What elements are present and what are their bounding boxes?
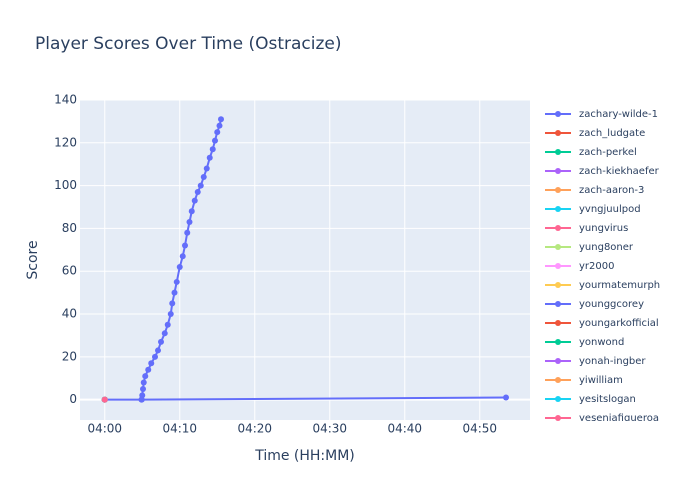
legend-swatch-marker [555, 339, 561, 345]
legend-swatch-marker [555, 282, 561, 288]
legend-label: zach_ludgate [579, 128, 645, 139]
x-tick-label: 04:20 [237, 422, 272, 436]
data-point [169, 300, 176, 307]
data-point [206, 154, 213, 161]
legend-label: yung8oner [579, 242, 634, 253]
data-point [503, 394, 509, 401]
data-point [203, 165, 210, 172]
y-tick-label: 40 [62, 307, 77, 321]
data-point [209, 146, 216, 153]
legend-label: zachary-wilde-1 [579, 109, 658, 120]
legend-swatch-marker [555, 301, 561, 307]
legend-label: zach-perkel [579, 147, 637, 158]
y-tick-label: 20 [62, 349, 77, 363]
data-point [212, 137, 218, 144]
data-point [138, 396, 145, 403]
y-tick-label: 100 [54, 178, 77, 192]
data-point [155, 347, 161, 354]
data-point [188, 208, 195, 215]
legend-swatch-marker [555, 187, 561, 193]
data-point [191, 197, 198, 204]
legend-label: yesitslogan [579, 394, 636, 405]
legend-label: yeseniafigueroa [579, 413, 659, 424]
legend-swatch-marker [555, 225, 561, 231]
data-point [194, 189, 201, 196]
data-point [216, 122, 223, 129]
chart-title: Player Scores Over Time (Ostracize) [35, 34, 342, 54]
data-point [164, 321, 171, 328]
legend-swatch-marker [555, 168, 561, 174]
data-point [140, 385, 146, 392]
legend-swatch-marker [555, 206, 561, 212]
data-point [140, 379, 147, 386]
legend-label: yourmatemurph [579, 280, 660, 291]
data-point [184, 229, 191, 236]
legend-label: yr2000 [579, 261, 614, 272]
x-axis-label: Time (HH:MM) [254, 448, 355, 464]
data-point [186, 219, 193, 226]
legend-swatch-marker [555, 244, 561, 250]
legend-swatch-marker [555, 130, 561, 136]
plot-background [80, 100, 530, 420]
data-point [171, 289, 178, 296]
x-tick-label: 04:50 [462, 422, 497, 436]
y-tick-label: 80 [62, 221, 77, 235]
legend-label: zach-aaron-3 [579, 185, 644, 196]
legend-swatch-marker [555, 415, 561, 421]
data-point [167, 311, 174, 318]
legend: zachary-wilde-1 zach_ludgate zach-perkel za… [545, 109, 660, 424]
grid [80, 99, 530, 420]
data-point [179, 253, 186, 260]
data-point [145, 366, 152, 373]
data-point [197, 182, 204, 189]
legend-swatch-marker [555, 396, 561, 402]
y-tick-label: 0 [69, 392, 77, 406]
data-point [142, 373, 149, 380]
data-point [158, 338, 164, 345]
y-tick-label: 140 [54, 93, 77, 107]
legend-label: yonwond [579, 337, 624, 348]
data-point [101, 396, 108, 403]
y-tick-label: 120 [54, 135, 77, 149]
data-point [161, 330, 168, 337]
data-point [200, 174, 207, 181]
x-tick-label: 04:00 [87, 422, 122, 436]
data-point [152, 353, 158, 360]
x-tick-label: 04:40 [387, 422, 422, 436]
data-point [176, 263, 183, 270]
legend-swatch-marker [555, 263, 561, 269]
marks [101, 116, 509, 403]
data-point [214, 129, 221, 136]
legend-swatch-marker [555, 320, 561, 326]
data-point [182, 242, 188, 249]
legend-swatch-marker [555, 111, 561, 117]
data-point [218, 116, 224, 123]
y-axis-label: Score [25, 240, 41, 279]
legend-label: yvngjuulpod [579, 204, 641, 215]
legend-swatch-marker [555, 149, 561, 155]
x-tick-label: 04:30 [312, 422, 347, 436]
data-point [173, 278, 180, 285]
x-tick-label: 04:10 [162, 422, 197, 436]
legend-label: younggcorey [579, 299, 644, 310]
legend-label: zach-kiekhaefer [579, 166, 660, 177]
legend-label: yiwilliam [579, 375, 623, 386]
legend-swatch-marker [555, 377, 561, 383]
y-tick-label: 60 [62, 264, 77, 278]
data-point [148, 360, 155, 367]
legend-label: yungvirus [579, 223, 628, 234]
legend-swatch-marker [555, 358, 561, 364]
legend-label: yonah-ingber [579, 356, 646, 367]
legend-label: youngarkofficial [579, 318, 659, 329]
